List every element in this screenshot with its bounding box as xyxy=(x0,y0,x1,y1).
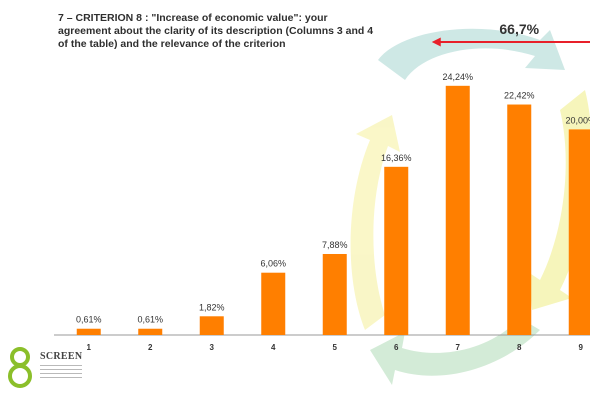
x-tick-labels: 1 2 3 4 5 6 7 8 9 xyxy=(87,343,584,352)
bar-4 xyxy=(261,272,286,335)
value-label-2: 0,61% xyxy=(137,315,163,325)
bar-2 xyxy=(138,328,163,335)
x-tick-5: 5 xyxy=(333,343,338,352)
range-arrow-left-head xyxy=(431,37,441,47)
value-labels: 0,61% 0,61% 1,82% 6,06% 7,88% 16,36% 24,24% 22,… xyxy=(76,72,590,325)
x-tick-9: 9 xyxy=(579,343,584,352)
bar-6 xyxy=(384,166,409,335)
x-tick-4: 4 xyxy=(271,343,276,352)
x-tick-7: 7 xyxy=(456,343,461,352)
bar-3 xyxy=(199,316,224,335)
x-tick-1: 1 xyxy=(87,343,92,352)
logo-text: SCREEN xyxy=(40,351,83,362)
logo-figure-eight-icon xyxy=(8,347,32,388)
bar-5 xyxy=(322,253,347,335)
value-label-7: 24,24% xyxy=(442,72,473,82)
value-label-8: 22,42% xyxy=(504,91,535,101)
value-label-1: 0,61% xyxy=(76,315,102,325)
value-label-6: 16,36% xyxy=(381,153,412,163)
logo-tagline xyxy=(40,365,82,379)
chart-title: 7 – CRITERION 8 : "Increase of economic … xyxy=(58,12,374,50)
bars xyxy=(76,85,590,335)
value-label-3: 1,82% xyxy=(199,302,225,312)
x-tick-8: 8 xyxy=(517,343,522,352)
bar-1 xyxy=(76,328,101,335)
value-label-4: 6,06% xyxy=(260,259,286,269)
screen-logo: SCREEN xyxy=(6,345,86,389)
x-tick-6: 6 xyxy=(394,343,399,352)
bar-8 xyxy=(507,104,532,335)
bar-9 xyxy=(568,129,590,335)
range-annotation: 66,7% xyxy=(431,21,590,47)
x-tick-3: 3 xyxy=(210,343,215,352)
x-tick-2: 2 xyxy=(148,343,153,352)
bar-7 xyxy=(445,85,470,335)
value-label-5: 7,88% xyxy=(322,240,348,250)
range-annotation-label: 66,7% xyxy=(499,21,539,37)
value-label-9: 20,00% xyxy=(565,115,590,125)
